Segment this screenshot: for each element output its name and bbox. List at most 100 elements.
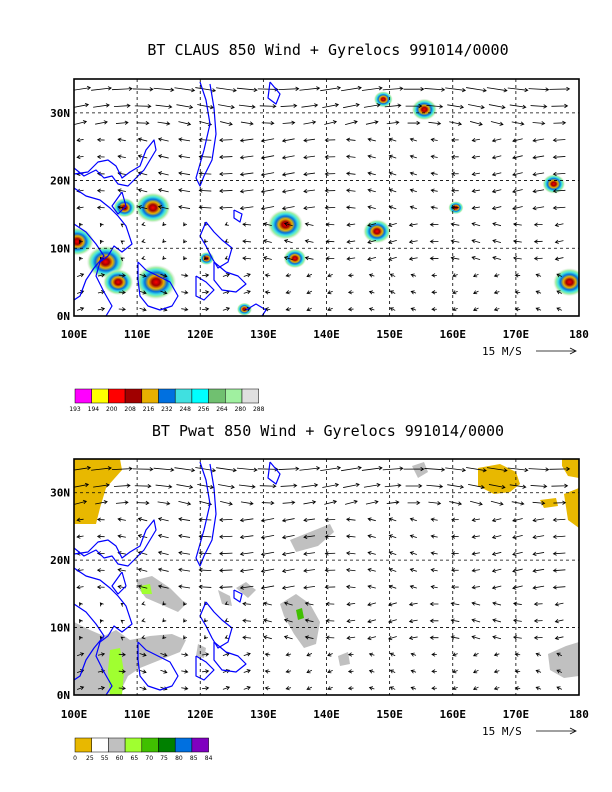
- wind-arrow: [492, 618, 502, 623]
- wind-arrow: [554, 602, 564, 607]
- x-tick-label: 150E: [376, 708, 403, 721]
- coastlines: [74, 81, 281, 316]
- wind-arrow: [79, 222, 83, 227]
- wind-arrow: [263, 618, 272, 623]
- colorbar-swatch: [74, 388, 92, 404]
- wind-arrow: [368, 307, 375, 312]
- cloud-blob: [135, 264, 177, 300]
- wind-arrow: [388, 584, 397, 589]
- wind-arrow: [389, 669, 396, 674]
- wind-arrow: [281, 206, 295, 211]
- wind-arrow: [282, 500, 296, 505]
- wind-arrow: [96, 534, 105, 539]
- wind-arrow: [512, 189, 523, 194]
- wind-arrow: [368, 686, 375, 691]
- wind-arrow: [96, 154, 105, 159]
- wind-arrow: [111, 466, 133, 471]
- wind-vectors: [74, 85, 571, 312]
- wind-arrow: [554, 619, 564, 624]
- wind-arrow: [493, 652, 500, 657]
- wind-arrow: [263, 239, 272, 244]
- colorbar-label: 232: [161, 406, 173, 413]
- wind-arrow: [324, 137, 336, 143]
- wind-arrow: [238, 484, 256, 489]
- wind-arrow: [181, 669, 189, 674]
- cloud-blob: [135, 192, 171, 223]
- wind-arrow: [492, 601, 502, 606]
- wind-arrow: [409, 188, 417, 193]
- wind-arrow: [430, 517, 438, 522]
- wind-arrow: [471, 551, 480, 556]
- wind-arrow: [552, 205, 566, 211]
- wind-arrow: [533, 256, 543, 261]
- wind-arrow: [281, 551, 295, 557]
- wind-arrow: [239, 568, 254, 573]
- wind-arrow: [224, 634, 229, 639]
- wind-arrow: [384, 103, 402, 108]
- wind-arrow: [382, 466, 404, 471]
- wind-arrow: [528, 87, 550, 92]
- wind-arrow: [452, 290, 458, 295]
- wind-arrow: [509, 104, 527, 109]
- reference-arrow-head: [569, 347, 577, 355]
- wind-arrow: [514, 273, 521, 278]
- wind-arrow: [137, 584, 148, 589]
- wind-arrow: [183, 635, 188, 640]
- wind-arrow: [429, 256, 439, 261]
- wind-arrow: [120, 619, 125, 624]
- wind-arrow: [367, 534, 376, 539]
- wind-arrow: [301, 483, 319, 488]
- wind-arrow: [283, 255, 293, 261]
- wind-arrow: [219, 171, 233, 177]
- colorbar-swatch: [174, 388, 193, 404]
- wind-arrow: [347, 307, 354, 312]
- wind-arrow: [389, 273, 396, 278]
- wind-arrow: [118, 307, 126, 312]
- wind-arrow: [137, 137, 148, 142]
- wind-arrow: [466, 467, 487, 473]
- wind-arrow: [236, 87, 258, 92]
- wind-arrow: [198, 534, 212, 539]
- wind-arrow: [198, 584, 212, 590]
- wind-arrow: [386, 120, 400, 125]
- wind-arrow: [451, 551, 459, 556]
- wind-arrow: [306, 652, 313, 657]
- wind-arrow: [157, 171, 169, 176]
- wind-arrow: [491, 172, 502, 177]
- wind-arrow: [174, 467, 196, 473]
- wind-arrow: [341, 85, 362, 92]
- wind-arrow: [471, 171, 480, 177]
- x-tick-label: 170E: [503, 708, 530, 721]
- wind-arrow: [388, 154, 397, 159]
- wind-arrow: [283, 635, 293, 640]
- wind-arrow: [347, 669, 354, 674]
- wind-arrow: [278, 466, 300, 471]
- cloud-blob: [542, 174, 566, 194]
- wind-arrow: [403, 466, 425, 472]
- wind-arrow: [367, 256, 377, 261]
- wind-arrow: [486, 467, 508, 473]
- wind-arrow: [452, 307, 458, 312]
- wind-arrow: [408, 222, 418, 227]
- wind-arrow: [157, 188, 169, 193]
- wind-arrow: [303, 172, 316, 177]
- wind-arrow: [198, 188, 212, 193]
- wind-arrow: [430, 188, 438, 193]
- wind-arrow: [347, 290, 354, 295]
- colorbar-label: 193: [69, 406, 81, 413]
- colorbar-label: 85: [190, 755, 198, 762]
- wind-arrow: [303, 155, 316, 160]
- wind-arrow: [491, 155, 502, 160]
- wind-arrow: [430, 584, 438, 590]
- wind-arrow: [118, 290, 126, 295]
- wind-arrow: [197, 483, 215, 490]
- colorbar-swatch: [108, 388, 126, 404]
- wind-arrow: [424, 467, 446, 472]
- wind-arrow: [345, 517, 356, 522]
- wind-arrow: [535, 652, 542, 657]
- wind-arrow: [157, 205, 169, 210]
- wind-arrow: [157, 517, 169, 522]
- wind-arrow: [239, 534, 254, 540]
- wind-arrow: [367, 517, 376, 522]
- wind-arrow: [388, 205, 397, 210]
